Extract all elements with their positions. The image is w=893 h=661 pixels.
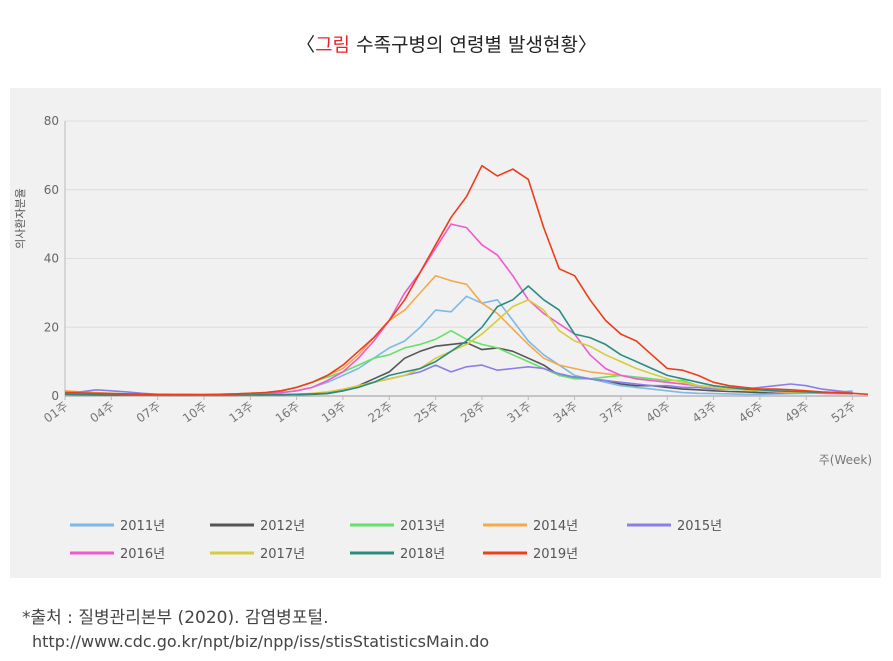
x-tick-label: 37주: [597, 399, 627, 426]
legend-label: 2013년: [400, 519, 445, 534]
x-tick-label: 10주: [180, 399, 210, 426]
x-tick-label: 49주: [782, 399, 812, 426]
x-tick-label: 22주: [365, 399, 395, 426]
series-line-9: [64, 164, 869, 396]
x-tick-label: 19주: [319, 399, 349, 426]
x-tick-label: 16주: [273, 399, 303, 426]
x-tick-label: 25주: [412, 399, 442, 426]
source-url: http://www.cdc.go.kr/npt/biz/npp/iss/sti…: [32, 632, 490, 651]
x-tick-label: 31주: [504, 399, 534, 426]
x-tick-label: 43주: [690, 399, 720, 426]
x-tick-label: 34주: [551, 399, 581, 426]
y-tick-label: 0: [51, 389, 59, 403]
series-line-7: [64, 299, 853, 396]
y-axis-label: 의사환자분율: [14, 188, 27, 249]
legend-label: 2011년: [120, 519, 165, 534]
series-line-8: [64, 285, 853, 396]
chart-panel: 0 20 40 60 80 의사환자분율 01주 04주 07주 10주 13주 16주 19주 22주 2…: [10, 88, 881, 578]
y-tick-label: 80: [44, 114, 59, 128]
y-tick-label: 20: [44, 320, 59, 334]
x-axis-label: 주(Week): [819, 453, 872, 467]
x-tick-label: 52주: [829, 399, 859, 426]
series-line-5: [64, 364, 853, 396]
y-tick-label: 60: [44, 183, 59, 197]
line-chart: 0 20 40 60 80 의사환자분율 01주 04주 07주 10주 13주 16주 19주 22주 2…: [14, 114, 872, 562]
y-tick-label: 40: [44, 252, 59, 266]
x-tick-label: 01주: [41, 399, 71, 426]
legend-label: 2012년: [260, 519, 305, 534]
x-tick-label: 28주: [458, 399, 488, 426]
legend-label: 2016년: [120, 547, 165, 562]
legend-label: 2017년: [260, 547, 305, 562]
legend-label: 2019년: [533, 547, 578, 562]
x-tick-label: 46주: [736, 399, 766, 426]
x-tick-label: 13주: [226, 399, 256, 426]
x-tick-label: 40주: [643, 399, 673, 426]
legend-label: 2014년: [533, 519, 578, 534]
legend-label: 2015년: [677, 519, 722, 534]
figure-title: 〈그림 수족구병의 연령별 발생현황〉: [296, 34, 597, 56]
x-tick-label: 04주: [87, 399, 117, 426]
series-line-3: [64, 329, 853, 396]
source-citation: *출처 : 질병관리본부 (2020). 감염병포털.: [22, 608, 329, 628]
x-tick-label: 07주: [134, 399, 164, 426]
legend-label: 2018년: [400, 547, 445, 562]
source-note: *출처 : 질병관리본부 (2020). 감염병포털. http://www.c…: [22, 606, 489, 654]
